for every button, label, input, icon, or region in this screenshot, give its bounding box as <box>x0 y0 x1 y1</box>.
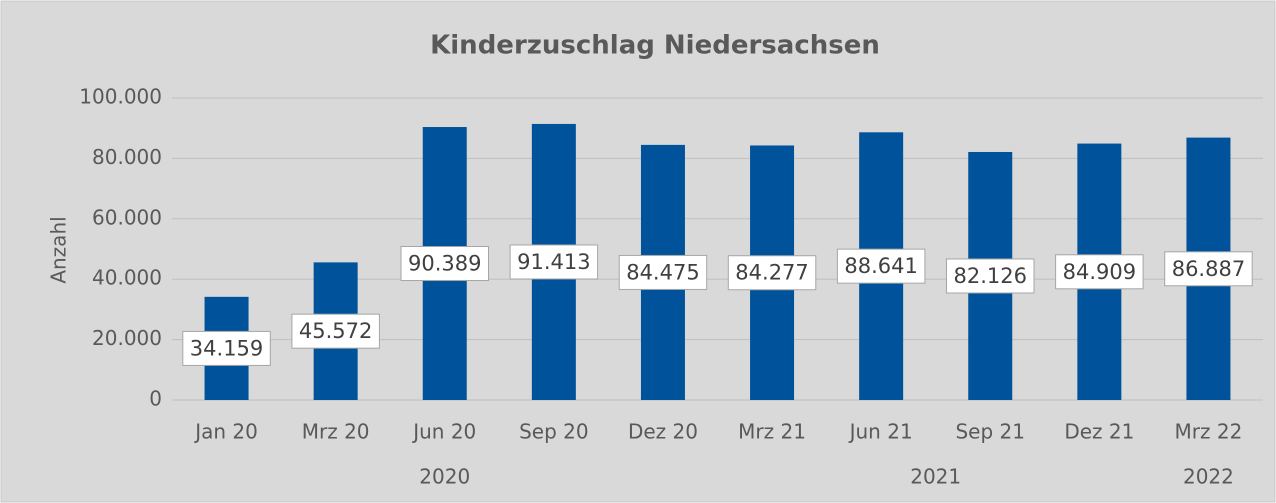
data-label-box <box>946 258 1035 294</box>
data-label-box <box>836 248 926 284</box>
x-tick-label: Mrz 21 <box>738 420 806 444</box>
data-label: 90.389 <box>408 252 481 276</box>
x-tick-label: Mrz 22 <box>1175 420 1243 444</box>
group-label: 2021 <box>910 465 961 489</box>
x-tick-label: Jun 20 <box>411 420 476 444</box>
y-tick-label: 20.000 <box>92 326 162 350</box>
data-label: 86.887 <box>1172 257 1245 281</box>
x-tick-label: Dez 21 <box>1064 420 1134 444</box>
data-label-box <box>1055 254 1144 290</box>
x-tick-label: Dez 20 <box>628 420 698 444</box>
data-label: 84.909 <box>1063 260 1136 284</box>
data-label: 82.126 <box>954 264 1027 288</box>
y-tick-label: 0 <box>149 387 162 411</box>
data-label: 91.413 <box>517 250 590 274</box>
chart-title: Kinderzuschlag Niedersachsen <box>430 31 880 61</box>
x-tick-label: Sep 21 <box>955 420 1025 444</box>
x-tick-label: Mrz 20 <box>302 420 370 444</box>
x-tick-label: Sep 20 <box>519 420 589 444</box>
y-axis-title: Anzahl <box>47 216 71 283</box>
data-label-box <box>1164 251 1253 287</box>
data-label-box <box>509 244 599 280</box>
data-label-box <box>618 254 708 290</box>
data-label: 88.641 <box>844 254 917 278</box>
data-label-box <box>291 313 380 349</box>
group-label: 2022 <box>1183 465 1234 489</box>
y-tick-label: 80.000 <box>92 145 162 169</box>
data-label: 34.159 <box>190 336 263 360</box>
y-tick-label: 40.000 <box>92 266 162 290</box>
data-label: 45.572 <box>299 319 372 343</box>
data-label: 84.475 <box>626 260 699 284</box>
x-tick-label: Jun 21 <box>848 420 913 444</box>
group-label: 2020 <box>419 465 470 489</box>
data-label: 84.277 <box>735 261 808 285</box>
y-tick-label: 60.000 <box>92 205 162 229</box>
data-label-box <box>182 330 271 366</box>
data-label-box <box>727 255 817 291</box>
data-label-box <box>400 246 489 282</box>
y-tick-label: 100.000 <box>79 85 162 109</box>
x-tick-label: Jan 20 <box>193 420 258 444</box>
